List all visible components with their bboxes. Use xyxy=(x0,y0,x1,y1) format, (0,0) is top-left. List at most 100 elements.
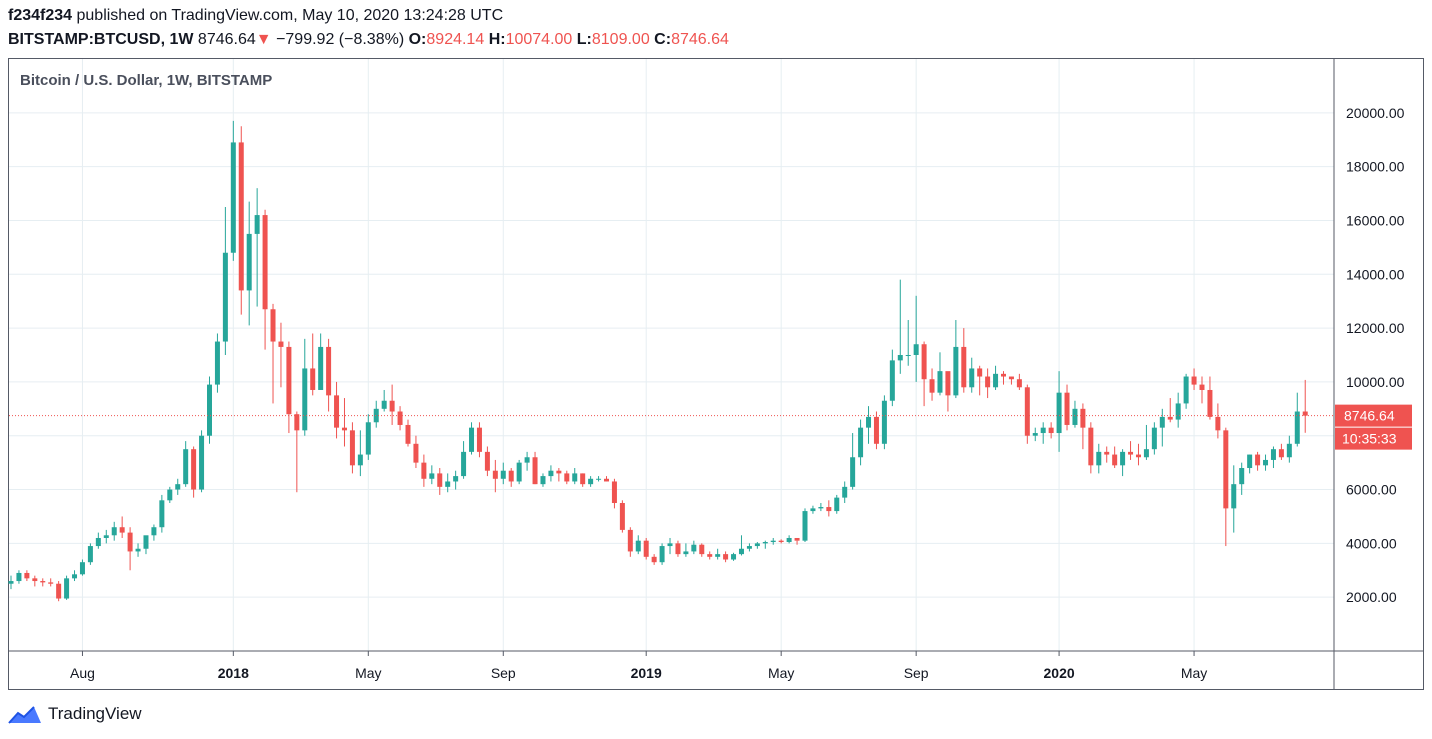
candle xyxy=(953,320,959,399)
candle-body xyxy=(810,508,816,512)
candle-body xyxy=(294,414,300,431)
candle-body xyxy=(643,540,649,557)
ohlc-line: BITSTAMP:BTCUSD, 1W 8746.64▼ −799.92 (−8… xyxy=(8,31,729,49)
y-tick-label: 16000.00 xyxy=(1346,212,1405,228)
candle-body xyxy=(389,400,395,412)
candle xyxy=(691,540,697,555)
candle-body xyxy=(278,341,284,347)
candle xyxy=(341,398,347,447)
candle xyxy=(786,535,792,544)
candle xyxy=(1024,384,1030,444)
last-price-badge xyxy=(1335,404,1412,427)
candle-body xyxy=(754,543,760,547)
candle xyxy=(310,333,316,396)
author-name[interactable]: f234f234 xyxy=(8,7,73,24)
chart-legend-title[interactable]: Bitcoin / U.S. Dollar, 1W, BITSTAMP xyxy=(20,72,273,89)
candle xyxy=(707,551,713,560)
candle-body xyxy=(850,457,856,487)
candle-body xyxy=(207,384,212,436)
candle xyxy=(858,419,864,466)
candle xyxy=(532,451,538,485)
y-tick-label: 12000.00 xyxy=(1346,320,1405,336)
y-tick-label: 2000.00 xyxy=(1346,589,1397,605)
candle-body xyxy=(254,215,260,234)
candle xyxy=(302,338,308,436)
candle xyxy=(651,554,657,565)
open-label: O: xyxy=(408,31,427,48)
y-tick-label: 18000.00 xyxy=(1346,159,1405,175)
candle-body xyxy=(1191,376,1197,385)
candle-body xyxy=(453,476,459,482)
candle-body xyxy=(937,371,943,393)
candle-body xyxy=(1001,373,1006,377)
candle-body xyxy=(1167,416,1173,420)
candle-body xyxy=(492,470,498,479)
candle xyxy=(1128,441,1134,460)
candle xyxy=(183,441,189,487)
candle xyxy=(572,468,578,485)
candle xyxy=(32,575,38,587)
candle xyxy=(596,476,602,482)
chart-frame xyxy=(8,58,1424,690)
candle-body xyxy=(596,478,602,480)
publish-line: f234f234 published on TradingView.com, M… xyxy=(8,7,503,25)
candle-body xyxy=(731,554,737,560)
candle xyxy=(56,581,62,602)
candle-body xyxy=(794,537,800,541)
price-axis[interactable]: 2000.004000.006000.008000.0010000.001200… xyxy=(1333,59,1405,689)
candle xyxy=(897,279,903,374)
candle xyxy=(175,478,181,495)
candle-body xyxy=(588,478,594,485)
candle-body xyxy=(762,542,768,544)
candle-body xyxy=(953,346,959,396)
candle-body xyxy=(619,503,625,530)
candle-body xyxy=(40,581,46,583)
candle xyxy=(334,381,340,439)
candle xyxy=(619,500,625,533)
candle-body xyxy=(1270,449,1276,460)
candle-body xyxy=(977,368,983,377)
candle xyxy=(818,503,824,512)
candle-body xyxy=(905,355,911,356)
candle xyxy=(445,473,451,493)
candle-body xyxy=(405,424,411,444)
candle-body xyxy=(334,395,340,428)
candle xyxy=(1135,443,1141,466)
time-axis[interactable]: Aug 2018 May Sep 2019 May Sep 2020 May xyxy=(9,650,1423,681)
candle-body xyxy=(1294,411,1300,444)
candle xyxy=(635,535,641,555)
candle-body xyxy=(873,416,879,444)
tradingview-logo-icon xyxy=(8,706,41,724)
x-tick-label: 2020 xyxy=(1044,665,1075,681)
footer-brand[interactable]: TradingView xyxy=(8,704,142,724)
candle-body xyxy=(881,400,887,444)
candle xyxy=(40,578,46,587)
x-tick-label: Aug xyxy=(70,665,95,681)
candle-body xyxy=(580,473,586,485)
candle xyxy=(238,126,244,315)
candle xyxy=(1191,368,1197,390)
candle xyxy=(945,371,951,412)
candle-body xyxy=(326,346,332,396)
candle-body xyxy=(87,546,93,563)
published-text: published on TradingView.com, May 10, 20… xyxy=(76,7,504,24)
candle-body xyxy=(1278,449,1284,458)
candle xyxy=(222,207,228,355)
candle-body xyxy=(691,544,697,552)
candle-body xyxy=(802,511,808,541)
candle-body xyxy=(659,546,665,563)
candle xyxy=(254,188,260,307)
candle-body xyxy=(8,581,14,584)
candle xyxy=(469,422,475,455)
candle-body xyxy=(1159,416,1165,428)
candle xyxy=(246,201,252,326)
candle-body xyxy=(651,556,657,563)
candle-body xyxy=(1072,408,1078,425)
low-label: L: xyxy=(576,31,592,48)
candle xyxy=(72,570,78,582)
candle xyxy=(746,543,752,552)
candle-body xyxy=(540,476,546,485)
candle-body xyxy=(738,548,744,555)
candle-body xyxy=(421,462,427,479)
